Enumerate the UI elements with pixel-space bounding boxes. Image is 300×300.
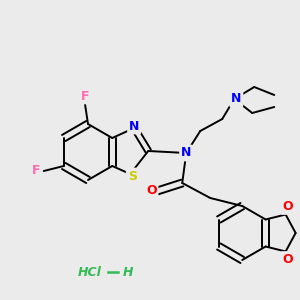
Text: N: N xyxy=(231,92,242,106)
Text: S: S xyxy=(128,169,137,182)
Text: N: N xyxy=(129,119,140,133)
Text: O: O xyxy=(282,200,293,213)
Text: N: N xyxy=(181,146,191,160)
Text: O: O xyxy=(282,253,293,266)
Text: F: F xyxy=(32,164,40,178)
Text: H: H xyxy=(123,266,133,278)
Text: HCl: HCl xyxy=(78,266,102,278)
Text: F: F xyxy=(81,89,89,103)
Text: O: O xyxy=(146,184,157,197)
